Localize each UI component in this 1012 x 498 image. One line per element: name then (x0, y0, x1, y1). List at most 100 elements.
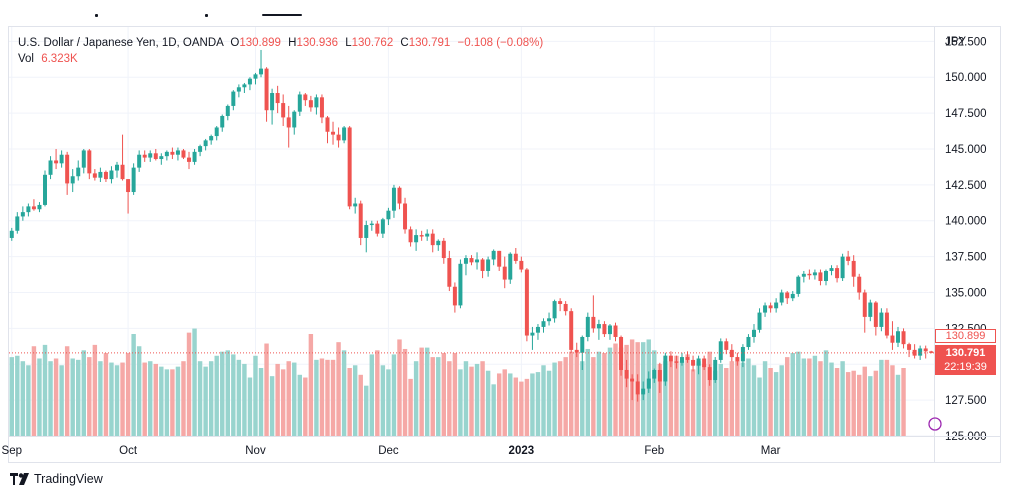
volume-bar (668, 361, 674, 436)
volume-bar (751, 365, 757, 436)
volume-bar (496, 373, 502, 436)
candle-body (386, 210, 391, 220)
close-label: C (400, 37, 409, 49)
candle-body (70, 176, 75, 184)
candle-body (569, 311, 574, 350)
candle-body (652, 369, 657, 379)
candle-body (441, 240, 446, 259)
candle-body (203, 140, 208, 147)
volume-bar (175, 366, 181, 436)
volume-bar (757, 377, 762, 436)
candle-body (812, 272, 817, 276)
price-scale-currency: JPY (945, 36, 966, 48)
candle-body (220, 115, 225, 128)
volume-bar (879, 359, 884, 436)
candle-body (286, 117, 291, 128)
candle-body (785, 292, 790, 299)
volume-bar (70, 358, 75, 436)
volume-bar (602, 353, 607, 436)
candle-body (630, 378, 635, 382)
volume-bar (546, 370, 552, 436)
candle-body (92, 173, 97, 178)
volume-bar (773, 372, 779, 436)
volume-bar (208, 361, 214, 436)
instrument-label[interactable]: U.S. Dollar / Japanese Yen, 1D, OANDA (18, 37, 224, 49)
volume-bar (20, 361, 26, 436)
candle-body (491, 250, 496, 260)
candle-body (751, 329, 756, 337)
volume-bar (624, 344, 629, 436)
y-tick-label: 135.000 (945, 287, 987, 299)
candle-body (613, 325, 618, 337)
volume-bar (336, 342, 341, 436)
candle-body (901, 331, 906, 345)
volume-bar (652, 350, 657, 436)
volume-bar (424, 347, 430, 436)
volume-bar (740, 362, 746, 436)
volume-bar (236, 359, 242, 436)
candle-body (447, 258, 452, 287)
candle-body (873, 302, 878, 327)
candle-body (768, 305, 773, 309)
volume-bar (397, 339, 402, 436)
candle-body (829, 268, 834, 271)
volume-bar (557, 361, 563, 436)
volume-bar (530, 373, 535, 436)
candle-body (607, 325, 612, 335)
volume-bar (674, 355, 679, 436)
x-tick-label: Nov (245, 445, 266, 457)
volume-bar (452, 353, 458, 436)
candle-body (530, 332, 535, 336)
volume-bar (242, 363, 247, 436)
candle-body (115, 164, 120, 171)
candle-body (314, 97, 319, 108)
volume-bar (447, 361, 452, 436)
candle-body (20, 212, 25, 217)
volume-bar (485, 370, 491, 436)
candle-body (48, 160, 53, 175)
candle-body (519, 260, 524, 270)
candle-body (696, 358, 701, 366)
volume-bar (657, 363, 663, 436)
candle-body (103, 171, 108, 180)
volume-bar (280, 369, 286, 436)
candle-body (502, 266, 507, 280)
candle-body (580, 336, 585, 353)
candle-body (98, 171, 103, 178)
candle-body (646, 378, 651, 389)
tradingview-logo[interactable]: TradingView (10, 472, 103, 486)
candle-body (414, 235, 419, 243)
candle-body (9, 230, 14, 238)
volume-bar (98, 361, 103, 436)
volume-bar (707, 351, 712, 436)
volume-bar (253, 355, 258, 436)
candle-body (391, 187, 396, 211)
volume-bar (857, 374, 862, 436)
candle-body (369, 223, 374, 226)
candle-body (380, 219, 385, 234)
candle-body (425, 233, 430, 237)
volume-bar (690, 369, 696, 436)
volume-bar (136, 346, 142, 436)
volume-bar (258, 368, 264, 436)
volume-bar (148, 361, 153, 436)
volume-bar (884, 359, 890, 436)
volume-bar (768, 368, 773, 436)
volume-bar (823, 350, 829, 436)
volume-bar (812, 355, 818, 436)
volume-bar (873, 370, 879, 436)
candle-body (740, 347, 745, 362)
volume-bar (845, 372, 851, 436)
volume-bar (114, 365, 120, 436)
candle-body (375, 223, 380, 234)
volume-bar (474, 363, 480, 436)
volume-bar (247, 377, 253, 436)
volume-bar (735, 361, 740, 436)
candle-body (37, 204, 42, 210)
candle-body (43, 174, 47, 205)
volume-label[interactable]: Vol (18, 53, 34, 65)
candle-body (281, 103, 286, 118)
volume-bar (469, 366, 474, 436)
volume-bar (535, 372, 541, 436)
